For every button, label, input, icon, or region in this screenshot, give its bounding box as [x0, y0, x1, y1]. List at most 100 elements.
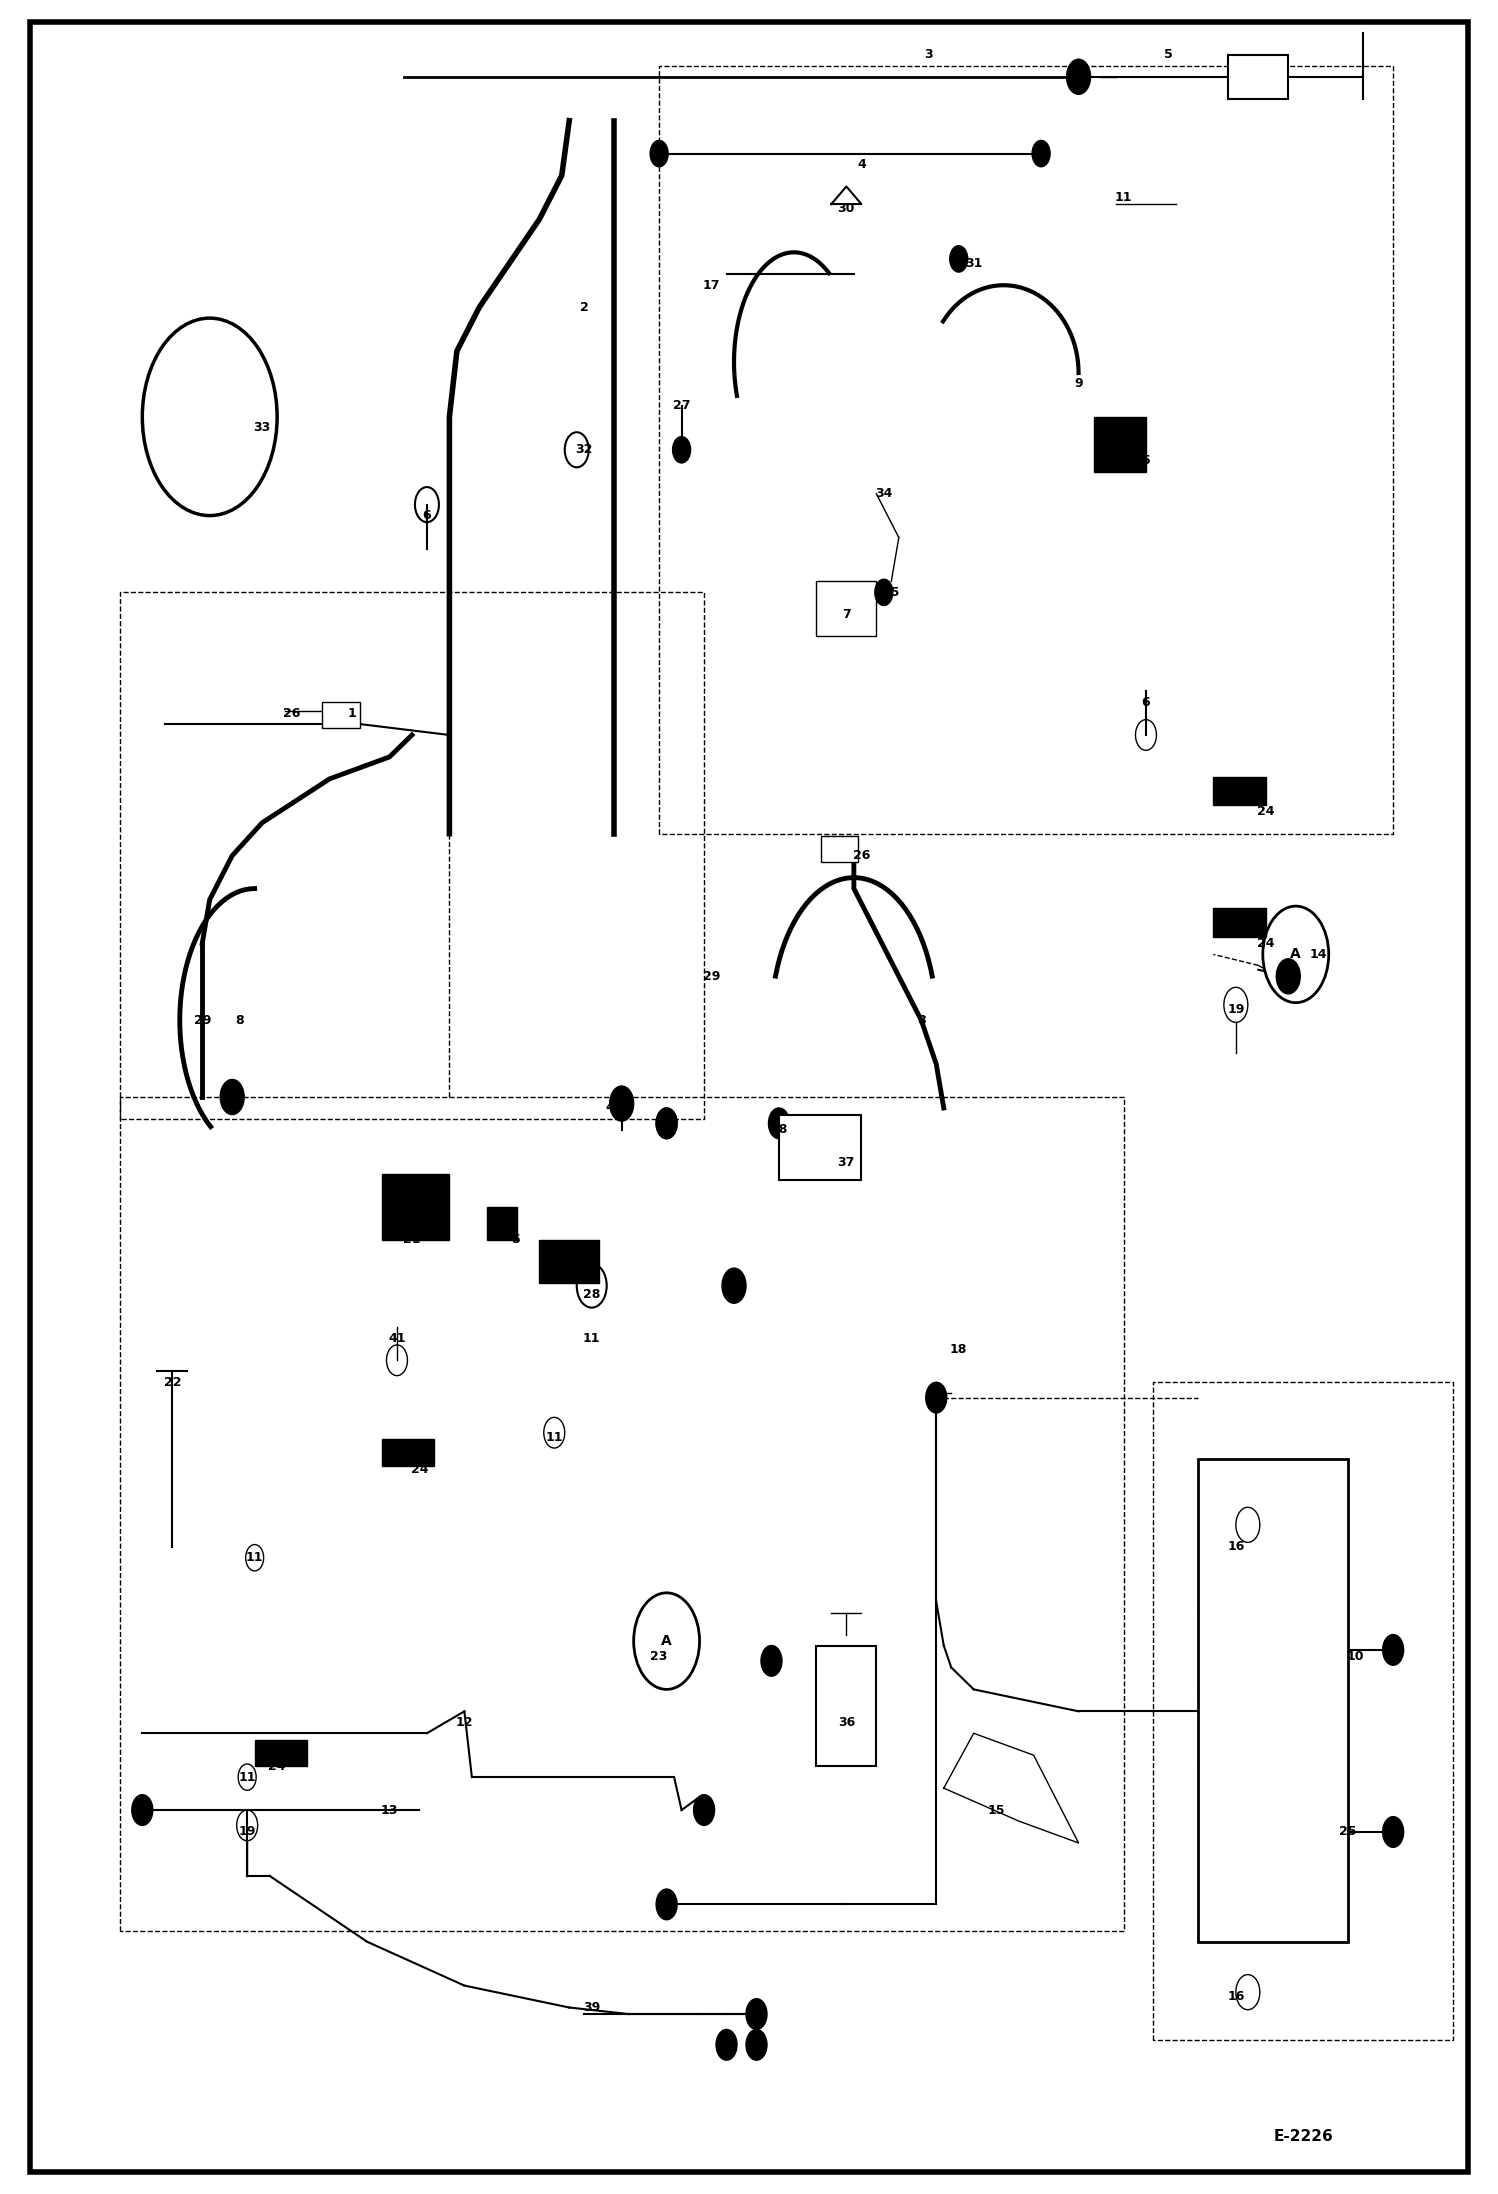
Circle shape [142, 318, 277, 516]
Text: 37: 37 [837, 1156, 855, 1169]
Text: 19: 19 [1227, 1003, 1245, 1016]
Bar [539, 1240, 599, 1283]
Bar [255, 1740, 307, 1766]
Text: 22: 22 [163, 1376, 181, 1389]
Text: A: A [661, 1635, 673, 1648]
Text: 11: 11 [246, 1551, 264, 1564]
Text: 11: 11 [583, 1332, 601, 1345]
Text: 18: 18 [762, 1661, 780, 1674]
Text: 41: 41 [388, 1332, 406, 1345]
Text: 5: 5 [1164, 48, 1173, 61]
Text: 5: 5 [512, 1233, 521, 1246]
Bar [816, 1646, 876, 1766]
Text: A: A [1290, 948, 1302, 961]
Circle shape [746, 1999, 767, 2029]
Text: 38: 38 [695, 1803, 713, 1817]
Text: 11: 11 [1219, 783, 1237, 796]
Circle shape [220, 1079, 244, 1115]
Text: 4: 4 [857, 158, 866, 171]
Text: 20: 20 [718, 2045, 736, 2058]
Text: 11: 11 [1219, 926, 1237, 939]
Text: 9: 9 [1074, 377, 1083, 391]
Text: 2: 2 [580, 301, 589, 314]
Text: 30: 30 [837, 202, 855, 215]
Text: 16: 16 [1227, 1540, 1245, 1553]
Text: 5: 5 [580, 1266, 589, 1279]
Text: 32: 32 [575, 443, 593, 456]
Text: 28: 28 [583, 1288, 601, 1301]
Text: 11: 11 [238, 1771, 256, 1784]
Text: 6: 6 [422, 509, 431, 522]
Circle shape [132, 1795, 153, 1825]
Text: 18: 18 [770, 1123, 788, 1136]
Text: 29: 29 [703, 970, 721, 983]
Circle shape [656, 1889, 677, 1920]
Text: 14: 14 [1309, 948, 1327, 961]
Bar [821, 836, 858, 862]
Circle shape [673, 437, 691, 463]
Circle shape [1067, 59, 1091, 94]
Text: 29: 29 [193, 1014, 211, 1027]
Bar [382, 1439, 434, 1466]
Circle shape [1263, 906, 1329, 1003]
Text: 24: 24 [1257, 937, 1275, 950]
Text: 24: 24 [1257, 805, 1275, 818]
Text: 34: 34 [875, 487, 893, 500]
Circle shape [650, 140, 668, 167]
Text: 11: 11 [545, 1430, 563, 1444]
Bar [816, 581, 876, 636]
Circle shape [1032, 140, 1050, 167]
Text: 18: 18 [748, 2045, 765, 2058]
Text: 15: 15 [987, 1803, 1005, 1817]
Text: 18: 18 [950, 1343, 968, 1356]
Text: 18: 18 [658, 1902, 676, 1915]
Text: 11: 11 [1115, 191, 1132, 204]
Circle shape [1383, 1817, 1404, 1847]
Text: 20: 20 [927, 1398, 945, 1411]
Text: 24: 24 [268, 1760, 286, 1773]
Text: 23: 23 [650, 1650, 668, 1663]
Circle shape [746, 2029, 767, 2060]
Bar [779, 1115, 861, 1180]
Text: 33: 33 [253, 421, 271, 434]
Text: 18: 18 [658, 1123, 676, 1136]
Text: 36: 36 [837, 1716, 855, 1729]
Circle shape [1276, 959, 1300, 994]
Text: 26: 26 [283, 706, 301, 720]
Text: 1: 1 [348, 706, 357, 720]
Bar [487, 1207, 517, 1240]
Bar [322, 702, 360, 728]
Circle shape [656, 1108, 677, 1139]
Bar [382, 1174, 449, 1240]
Text: 10: 10 [1347, 1650, 1365, 1663]
Text: 17: 17 [703, 279, 721, 292]
Circle shape [768, 1108, 789, 1139]
Circle shape [722, 1268, 746, 1303]
Circle shape [634, 1593, 700, 1689]
Text: 27: 27 [673, 399, 691, 412]
Text: 39: 39 [583, 2001, 601, 2014]
Text: 25: 25 [1339, 1825, 1357, 1839]
Text: 8: 8 [235, 1014, 244, 1027]
Text: 16: 16 [1227, 1990, 1245, 2003]
Text: 3: 3 [924, 48, 933, 61]
Circle shape [950, 246, 968, 272]
Circle shape [716, 2029, 737, 2060]
Bar [1094, 417, 1146, 472]
Text: 7: 7 [842, 608, 851, 621]
Circle shape [926, 1382, 947, 1413]
Text: 40: 40 [605, 1101, 623, 1115]
Text: 31: 31 [965, 257, 983, 270]
Text: 6: 6 [1141, 695, 1150, 709]
Text: E-2226: E-2226 [1273, 2130, 1333, 2144]
Text: 35: 35 [882, 586, 900, 599]
Circle shape [875, 579, 893, 606]
Text: 19: 19 [238, 1825, 256, 1839]
Circle shape [656, 1108, 677, 1139]
Circle shape [610, 1086, 634, 1121]
Text: 21: 21 [403, 1233, 421, 1246]
Text: 35: 35 [725, 1288, 743, 1301]
Circle shape [694, 1795, 715, 1825]
Bar [1228, 55, 1288, 99]
Text: 26: 26 [852, 849, 870, 862]
